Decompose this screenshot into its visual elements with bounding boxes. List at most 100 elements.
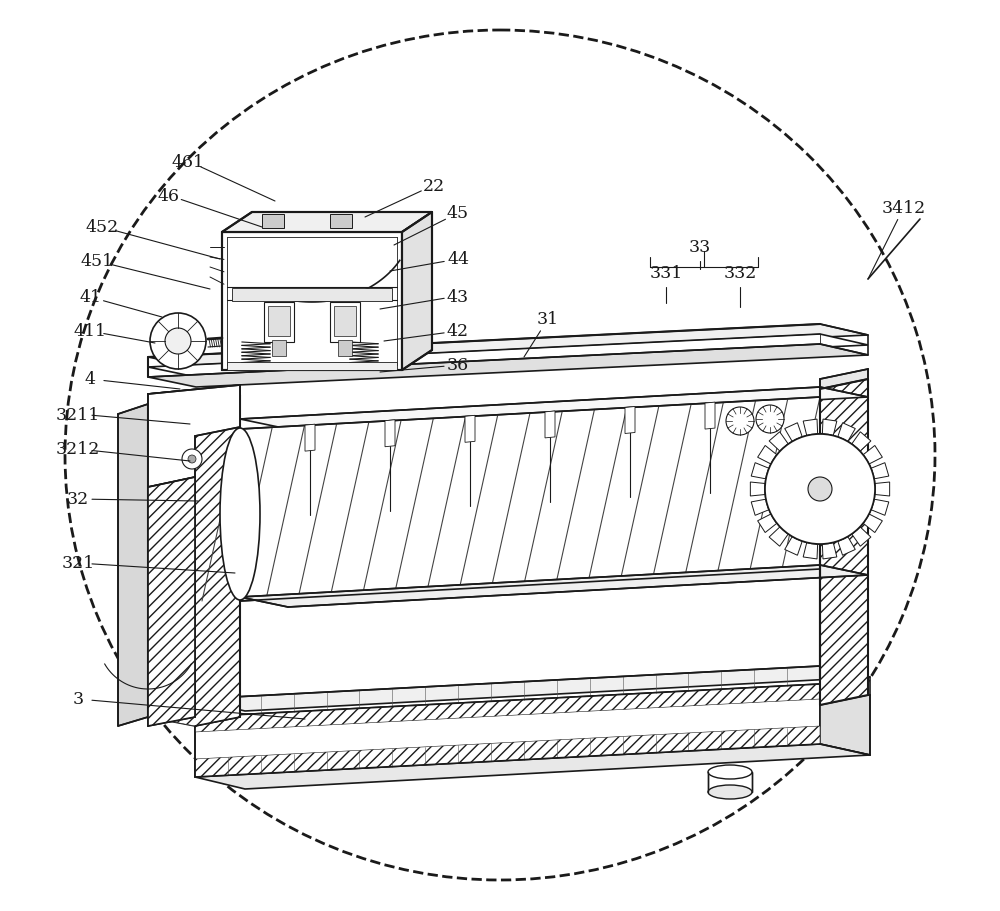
Polygon shape xyxy=(785,424,802,442)
Text: 41: 41 xyxy=(79,289,101,306)
Polygon shape xyxy=(240,387,868,429)
Text: 3: 3 xyxy=(72,691,84,708)
Ellipse shape xyxy=(65,31,935,880)
Polygon shape xyxy=(758,446,777,465)
Polygon shape xyxy=(820,380,868,705)
Polygon shape xyxy=(822,543,837,559)
Text: 45: 45 xyxy=(447,205,469,222)
Polygon shape xyxy=(863,515,882,533)
Text: 411: 411 xyxy=(74,323,107,340)
Polygon shape xyxy=(769,433,788,452)
Polygon shape xyxy=(820,370,868,390)
Polygon shape xyxy=(385,420,395,447)
Bar xyxy=(272,341,286,356)
Polygon shape xyxy=(465,415,475,443)
Polygon shape xyxy=(402,213,432,371)
Polygon shape xyxy=(758,515,777,533)
Bar xyxy=(330,215,352,229)
Text: 22: 22 xyxy=(423,178,445,194)
Polygon shape xyxy=(769,527,788,547)
Polygon shape xyxy=(148,324,868,368)
Circle shape xyxy=(765,435,875,545)
Polygon shape xyxy=(148,395,240,726)
Bar xyxy=(338,341,352,356)
Ellipse shape xyxy=(220,428,260,600)
Polygon shape xyxy=(240,397,820,601)
Polygon shape xyxy=(751,499,769,516)
Circle shape xyxy=(765,435,875,545)
Polygon shape xyxy=(118,404,148,726)
Polygon shape xyxy=(222,213,432,232)
Polygon shape xyxy=(148,334,868,377)
Polygon shape xyxy=(838,537,855,556)
Polygon shape xyxy=(222,232,402,371)
Polygon shape xyxy=(871,499,889,516)
Polygon shape xyxy=(852,527,871,547)
Polygon shape xyxy=(195,744,870,789)
Polygon shape xyxy=(195,684,820,732)
Text: 461: 461 xyxy=(172,153,205,170)
Text: 332: 332 xyxy=(723,265,757,282)
Polygon shape xyxy=(750,483,765,496)
Polygon shape xyxy=(305,425,315,452)
Text: 31: 31 xyxy=(537,312,559,328)
Text: 43: 43 xyxy=(447,288,469,305)
Text: 331: 331 xyxy=(649,265,683,282)
Ellipse shape xyxy=(708,785,752,799)
Text: 32: 32 xyxy=(67,491,89,508)
Text: 46: 46 xyxy=(157,188,179,204)
Circle shape xyxy=(808,477,832,501)
Bar xyxy=(334,307,356,337)
Circle shape xyxy=(182,449,202,469)
Text: 3212: 3212 xyxy=(56,441,100,458)
Text: 3412: 3412 xyxy=(882,200,926,216)
Polygon shape xyxy=(148,385,240,487)
Polygon shape xyxy=(705,403,715,430)
Circle shape xyxy=(150,313,206,370)
Polygon shape xyxy=(852,433,871,452)
Circle shape xyxy=(188,456,196,464)
Text: 36: 36 xyxy=(447,357,469,374)
Polygon shape xyxy=(863,446,882,465)
Polygon shape xyxy=(803,420,818,436)
Text: 451: 451 xyxy=(80,253,114,271)
Text: 44: 44 xyxy=(447,251,469,268)
Bar xyxy=(264,302,294,343)
Polygon shape xyxy=(785,537,802,556)
Polygon shape xyxy=(195,666,870,711)
Bar xyxy=(268,307,290,337)
Bar xyxy=(330,302,360,343)
Polygon shape xyxy=(148,395,240,726)
Text: 4: 4 xyxy=(85,371,96,388)
Polygon shape xyxy=(871,463,889,479)
Circle shape xyxy=(726,407,754,435)
Polygon shape xyxy=(751,463,769,479)
Polygon shape xyxy=(148,477,195,726)
Polygon shape xyxy=(820,684,870,755)
Bar xyxy=(262,215,284,229)
Circle shape xyxy=(756,405,784,434)
Polygon shape xyxy=(148,344,868,387)
Circle shape xyxy=(165,329,191,354)
Bar xyxy=(232,289,392,302)
Polygon shape xyxy=(875,483,890,496)
Polygon shape xyxy=(545,412,555,438)
Polygon shape xyxy=(240,566,868,608)
Ellipse shape xyxy=(708,765,752,779)
Text: 33: 33 xyxy=(689,240,711,256)
Text: 452: 452 xyxy=(85,220,119,236)
Text: 3211: 3211 xyxy=(56,406,100,423)
Bar xyxy=(227,363,397,371)
Polygon shape xyxy=(148,477,195,726)
Polygon shape xyxy=(195,684,820,777)
Polygon shape xyxy=(148,385,240,404)
Text: 42: 42 xyxy=(447,323,469,340)
Polygon shape xyxy=(625,407,635,434)
Bar xyxy=(708,773,752,793)
Polygon shape xyxy=(195,726,820,777)
Polygon shape xyxy=(820,380,868,705)
Text: 321: 321 xyxy=(61,555,95,572)
Polygon shape xyxy=(803,543,818,559)
Polygon shape xyxy=(822,420,837,436)
Polygon shape xyxy=(838,424,855,442)
